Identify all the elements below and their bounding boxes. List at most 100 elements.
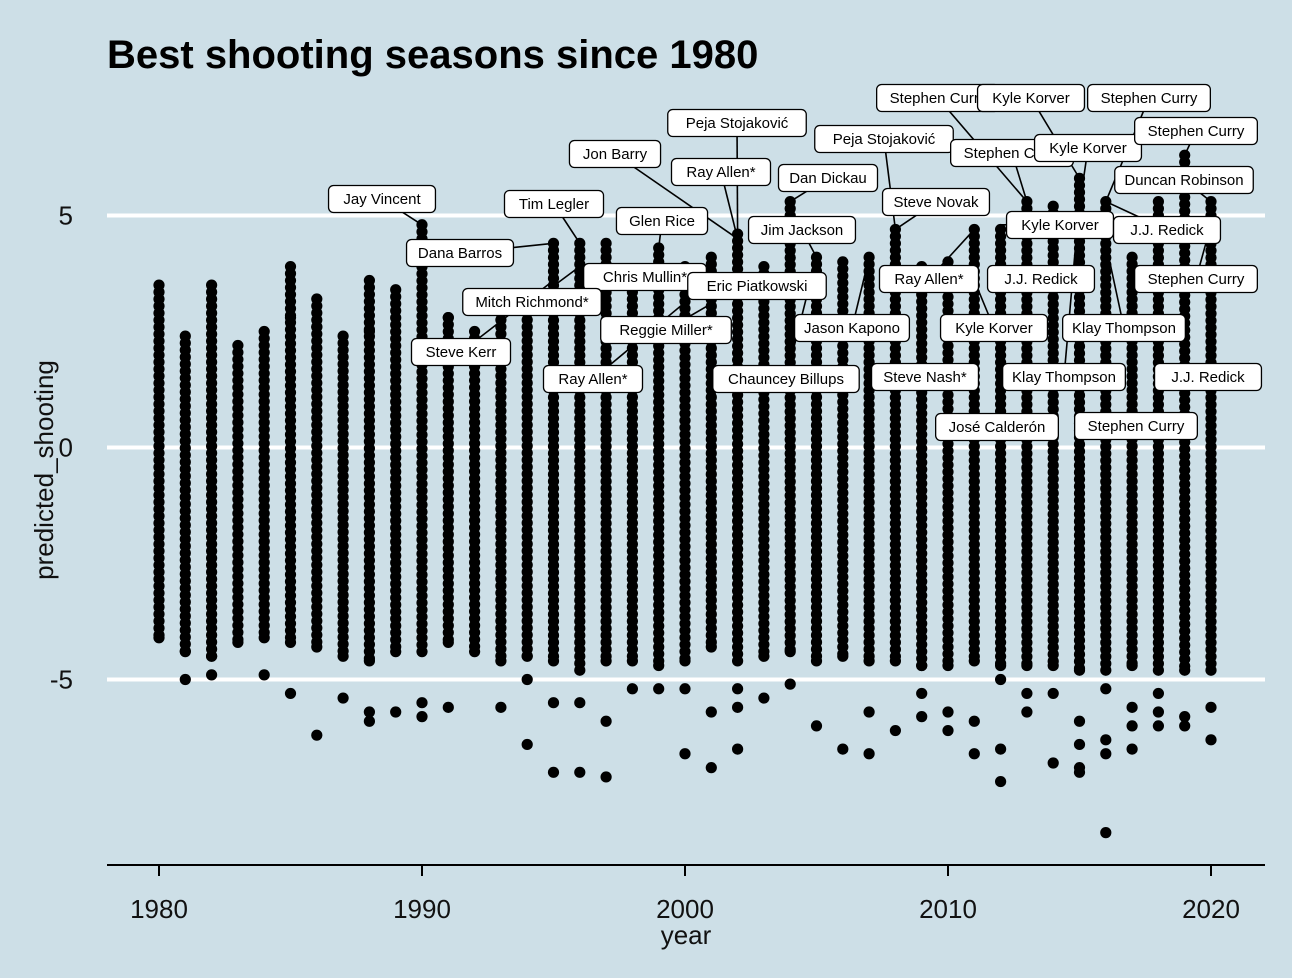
- data-point: [416, 697, 428, 709]
- player-label-box: [600, 315, 732, 345]
- data-point: [942, 659, 954, 672]
- player-labels: Jay Vincent Dana Barros Tim Legler Jon Barr…: [327, 83, 1263, 442]
- data-point: [521, 650, 533, 662]
- player-label-box: [777, 163, 879, 193]
- data-point: [679, 655, 691, 667]
- chart-title: Best shooting seasons since 1980: [107, 33, 758, 77]
- player-label: Jay Vincent: [343, 191, 421, 208]
- player-label: Steve Nash*: [883, 369, 967, 386]
- data-point: [732, 683, 744, 695]
- data-point: [942, 706, 954, 718]
- data-point: [442, 311, 454, 324]
- data-point: [837, 743, 849, 755]
- data-point: [810, 655, 823, 667]
- data-points: [153, 149, 1217, 839]
- player-label: Kyle Korver: [1021, 217, 1099, 234]
- data-point: [626, 655, 639, 667]
- data-point: [495, 701, 507, 713]
- data-point: [863, 655, 875, 667]
- data-point: [732, 701, 744, 713]
- x-axis: 1980 1990 2000 2010 2020: [107, 864, 1265, 924]
- data-point: [311, 641, 323, 653]
- player-label-box: [881, 187, 991, 217]
- y-axis: 5 0 -5: [50, 201, 73, 695]
- data-point: [653, 659, 665, 672]
- player-label: Stephen Curry: [1088, 418, 1185, 435]
- data-point: [679, 683, 691, 695]
- player-label: Eric Piatkowski: [707, 278, 808, 295]
- player-label-box: [542, 364, 644, 394]
- data-point: [363, 655, 375, 667]
- player-label: Glen Rice: [629, 213, 695, 230]
- data-point: [732, 743, 744, 755]
- player-label-box: [462, 287, 602, 317]
- data-point: [1073, 766, 1086, 778]
- player-label-box: [935, 412, 1060, 442]
- data-point: [284, 687, 297, 700]
- data-point: [206, 669, 218, 681]
- player-label: Kyle Korver: [992, 90, 1070, 107]
- data-point: [547, 697, 560, 709]
- y-tick-label: 5: [59, 201, 73, 231]
- player-label: Ray Allen*: [558, 371, 627, 388]
- player-label-box: [814, 124, 954, 154]
- data-point: [1021, 687, 1033, 700]
- player-label-box: [870, 362, 980, 392]
- data-point: [995, 673, 1007, 686]
- data-point: [995, 775, 1007, 788]
- data-point: [889, 724, 902, 737]
- player-label-box: [1114, 165, 1254, 195]
- data-point: [390, 706, 402, 718]
- data-point: [1100, 748, 1112, 760]
- data-point: [1205, 664, 1217, 676]
- y-axis-title: predicted_shooting: [29, 360, 59, 580]
- data-point: [521, 738, 533, 751]
- x-tick-label: 1980: [130, 894, 188, 924]
- x-tick-label: 2010: [919, 894, 977, 924]
- player-label-box: [1134, 116, 1259, 146]
- player-label: Chris Mullin*: [603, 269, 687, 286]
- data-point: [1179, 720, 1191, 732]
- data-point: [574, 697, 586, 709]
- data-point: [1100, 683, 1112, 695]
- data-point: [995, 743, 1007, 755]
- data-point: [1126, 720, 1138, 732]
- data-point: [1100, 734, 1112, 746]
- player-label-box: [878, 264, 980, 294]
- player-label: Peja Stojaković: [686, 115, 789, 132]
- player-label: J.J. Redick: [1171, 369, 1245, 386]
- player-label-box: [1002, 362, 1127, 392]
- data-point: [679, 748, 691, 760]
- data-point: [916, 711, 928, 723]
- data-point: [1179, 711, 1191, 723]
- player-label: Jim Jackson: [761, 222, 844, 239]
- data-point: [1126, 701, 1138, 713]
- data-point: [1073, 664, 1086, 676]
- data-point: [968, 655, 980, 667]
- data-point: [284, 636, 297, 648]
- player-label: Steve Novak: [893, 194, 979, 211]
- x-axis-title: year: [661, 920, 712, 950]
- data-point: [258, 632, 270, 644]
- data-point: [968, 748, 980, 760]
- data-point: [863, 748, 875, 760]
- player-label-box: [568, 139, 662, 169]
- player-label: Stephen Curry: [890, 90, 987, 107]
- data-point: [1073, 715, 1086, 727]
- player-label-box: [670, 157, 772, 187]
- player-label-box: [687, 271, 827, 301]
- data-point: [363, 715, 375, 727]
- data-point: [442, 636, 454, 648]
- data-point: [810, 720, 823, 732]
- y-tick-label: -5: [50, 665, 73, 695]
- player-label-box: [327, 184, 437, 214]
- x-tick-label: 2020: [1182, 894, 1240, 924]
- y-tick-label: 0: [59, 433, 73, 463]
- data-point: [363, 325, 375, 338]
- player-label: Ray Allen*: [686, 164, 755, 181]
- player-label-box: [1153, 362, 1263, 392]
- data-point: [1152, 687, 1164, 700]
- data-point: [889, 655, 902, 667]
- player-label-box: [1033, 133, 1143, 163]
